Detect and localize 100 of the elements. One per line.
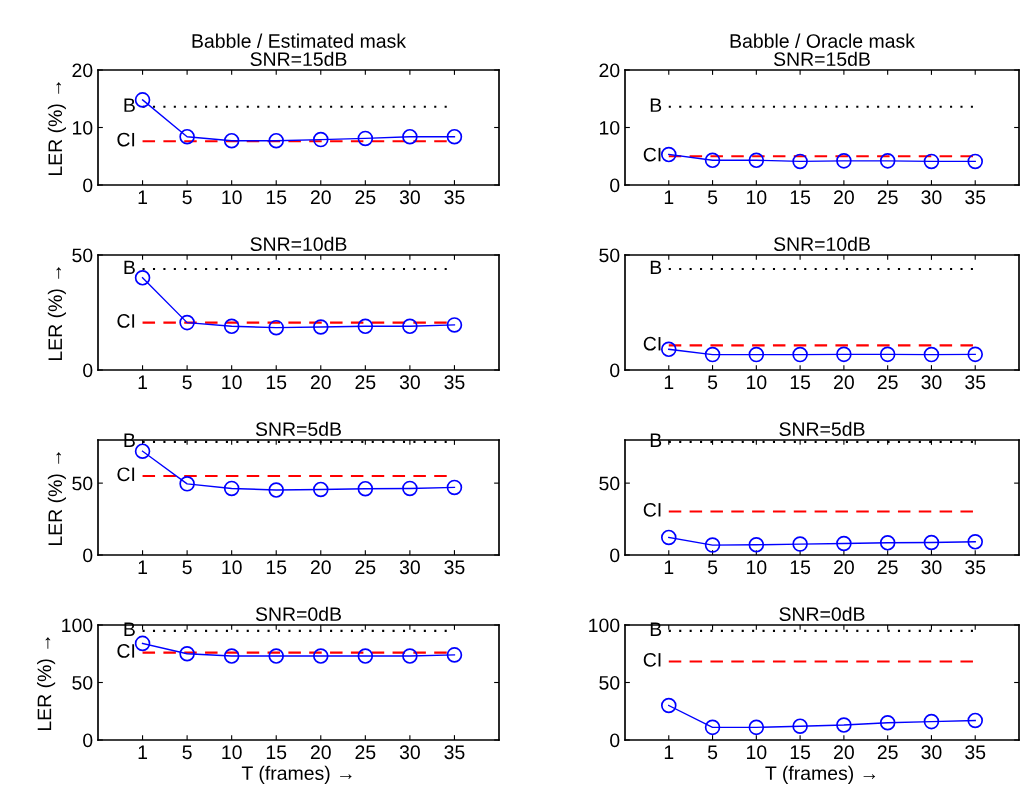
point — [836, 153, 852, 169]
point — [923, 534, 940, 551]
x-tick-label: 5 — [707, 190, 718, 205]
x-tick-label: 1 — [664, 560, 674, 574]
x-tick-label: 35 — [444, 375, 465, 390]
y-tick-label: 50 — [599, 248, 620, 263]
x-tick-label: 20 — [310, 375, 331, 390]
chart-title: SNR=0dB — [255, 606, 341, 622]
x-tick-label: 5 — [707, 745, 718, 760]
ref-line-label: B — [124, 622, 135, 636]
x-tick-label: 20 — [834, 560, 854, 575]
point — [704, 537, 721, 553]
x-tick-label: 30 — [921, 745, 942, 760]
point — [268, 319, 285, 336]
point — [402, 318, 418, 335]
x-tick-label: 1 — [138, 560, 148, 574]
chart-title: SNR=10dB — [773, 236, 870, 252]
chart-title: Babble / Estimated mask SNR=15dB — [192, 33, 407, 67]
point — [223, 648, 240, 664]
point — [704, 152, 721, 169]
point — [268, 132, 285, 149]
point — [748, 152, 765, 169]
x-tick-label: 30 — [399, 190, 420, 205]
x-tick-label: 10 — [222, 190, 242, 205]
y-tick-label: 0 — [83, 548, 93, 563]
x-tick-label: 35 — [444, 190, 465, 205]
x-tick-label: 10 — [222, 375, 242, 390]
point — [923, 713, 940, 730]
point — [179, 645, 195, 662]
x-tick-label: 35 — [965, 190, 986, 205]
ref-line-label: B — [124, 98, 135, 112]
x-tick-label: 15 — [790, 375, 811, 390]
y-tick-label: 100 — [589, 618, 620, 633]
point — [357, 130, 374, 147]
point — [836, 717, 852, 733]
x-tick-label: 1 — [138, 745, 148, 759]
point — [223, 318, 240, 335]
point — [134, 635, 151, 652]
point — [268, 648, 285, 664]
x-tick-label: 25 — [355, 375, 376, 390]
y-tick-label: 50 — [72, 248, 93, 263]
ref-line-label: B — [124, 260, 135, 275]
point — [879, 535, 896, 551]
point — [357, 648, 374, 664]
x-tick-label: 35 — [444, 745, 465, 760]
x-tick-label: 25 — [877, 375, 898, 390]
point — [923, 153, 940, 170]
point — [446, 128, 463, 145]
ref-line-label: CI — [117, 314, 135, 328]
point — [660, 146, 677, 163]
x-tick-label: 30 — [399, 375, 420, 390]
x-tick-label: 20 — [310, 745, 331, 760]
point — [312, 648, 329, 664]
point — [704, 719, 721, 736]
x-tick-label: 10 — [222, 745, 242, 760]
x-tick-label: 10 — [747, 745, 767, 760]
point — [836, 535, 852, 552]
point — [312, 481, 329, 498]
x-tick-label: 25 — [355, 560, 376, 575]
point — [268, 482, 285, 498]
ref-line-label: CI — [117, 132, 135, 147]
y-tick-label: 0 — [610, 363, 620, 378]
x-tick-label: 15 — [266, 745, 287, 760]
ref-line-label: CI — [643, 502, 661, 517]
point — [748, 537, 765, 553]
x-tick-label: 15 — [790, 560, 811, 575]
point — [660, 529, 677, 546]
ref-line-label: CI — [117, 467, 135, 482]
point — [312, 319, 329, 335]
point — [357, 480, 374, 497]
point — [223, 480, 240, 497]
x-tick-label: 20 — [310, 190, 331, 205]
point — [748, 719, 765, 736]
y-tick-label: 0 — [610, 178, 620, 193]
chart-title: SNR=5dB — [779, 421, 865, 437]
x-tick-label: 1 — [138, 190, 148, 204]
x-tick-label: 1 — [664, 190, 674, 204]
point — [134, 92, 151, 108]
x-tick-label: 20 — [310, 560, 331, 575]
x-tick-label: 15 — [790, 745, 811, 760]
y-tick-label: 50 — [72, 675, 93, 690]
y-axis-title: LER (%) → — [47, 452, 66, 546]
point — [312, 131, 329, 148]
x-tick-label: 25 — [355, 745, 376, 760]
y-tick-label: 50 — [599, 675, 620, 690]
y-tick-label: 10 — [600, 120, 620, 135]
ref-line-label: B — [650, 622, 662, 636]
x-tick-label: 1 — [664, 745, 674, 759]
point — [179, 128, 195, 145]
x-tick-label: 10 — [747, 190, 767, 205]
point — [967, 533, 984, 550]
point — [967, 153, 984, 170]
ref-line-label: CI — [643, 336, 661, 351]
ref-line-label: CI — [643, 652, 661, 667]
x-tick-label: 10 — [222, 560, 242, 575]
x-tick-label: 35 — [965, 745, 986, 760]
x-tick-label: 30 — [399, 745, 420, 760]
x-tick-label: 20 — [834, 745, 854, 760]
x-tick-label: 5 — [707, 560, 718, 575]
y-tick-label: 100 — [62, 618, 93, 633]
